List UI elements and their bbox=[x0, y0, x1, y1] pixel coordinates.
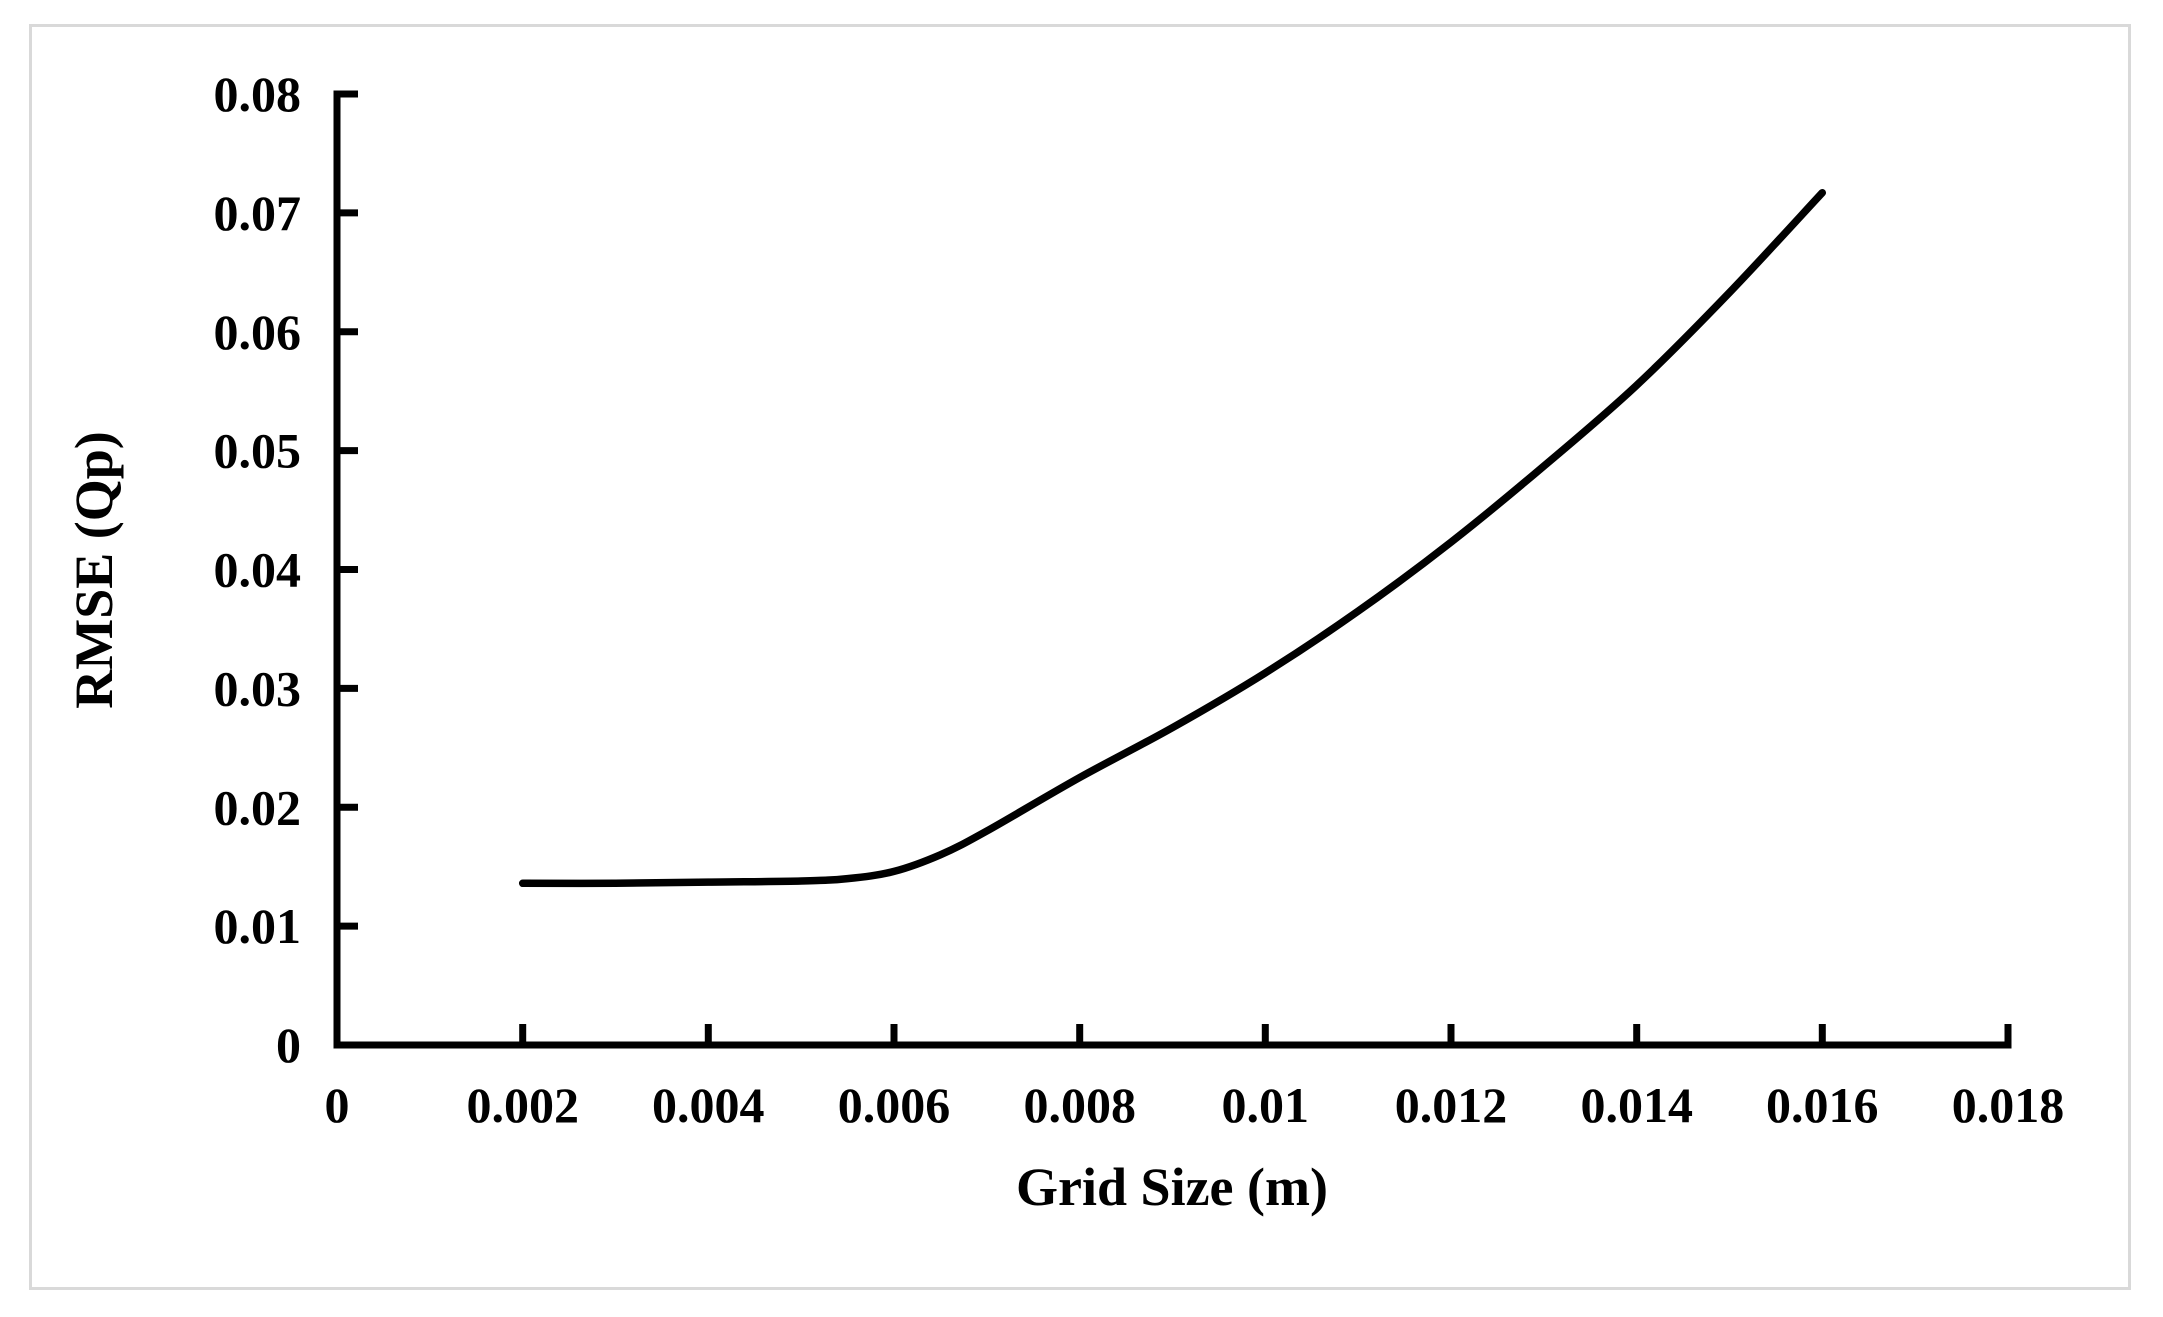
y-axis-ticks bbox=[337, 90, 358, 930]
y-tick-label: 0.08 bbox=[214, 66, 302, 122]
x-tick-label: 0.014 bbox=[1580, 1077, 1693, 1133]
x-tick-label: 0.002 bbox=[466, 1077, 579, 1133]
x-tick-label: 0 bbox=[325, 1077, 350, 1133]
y-tick-label: 0.03 bbox=[214, 660, 302, 716]
x-tick-label: 0.004 bbox=[652, 1077, 765, 1133]
y-axis-title: RMSE (Qp) bbox=[64, 431, 124, 709]
x-tick-label: 0.012 bbox=[1395, 1077, 1508, 1133]
y-tick-label: 0.07 bbox=[214, 185, 302, 241]
x-tick-label: 0.01 bbox=[1222, 1077, 1310, 1133]
y-tick-label: 0.01 bbox=[214, 898, 302, 954]
axis-lines bbox=[333, 90, 2012, 1049]
y-axis-tick-labels: 0 0.01 0.02 0.03 0.04 0.05 0.06 0.07 0.08 bbox=[214, 66, 302, 1073]
x-tick-label: 0.008 bbox=[1023, 1077, 1136, 1133]
y-tick-label: 0.04 bbox=[214, 542, 302, 598]
series-line-rmse bbox=[518, 188, 1827, 888]
y-tick-label: 0.05 bbox=[214, 423, 302, 479]
x-axis-ticks bbox=[519, 1024, 2012, 1045]
x-tick-label: 0.006 bbox=[838, 1077, 951, 1133]
x-axis-tick-labels: 0 0.002 0.004 0.006 0.008 0.01 0.012 0.014 0.016… bbox=[325, 1077, 2065, 1133]
y-tick-label: 0.06 bbox=[214, 304, 302, 360]
y-tick-label: 0 bbox=[276, 1017, 301, 1073]
x-tick-label: 0.018 bbox=[1952, 1077, 2065, 1133]
x-tick-label: 0.016 bbox=[1766, 1077, 1879, 1133]
y-tick-label: 0.02 bbox=[214, 779, 302, 835]
x-axis-title: Grid Size (m) bbox=[1016, 1157, 1328, 1217]
